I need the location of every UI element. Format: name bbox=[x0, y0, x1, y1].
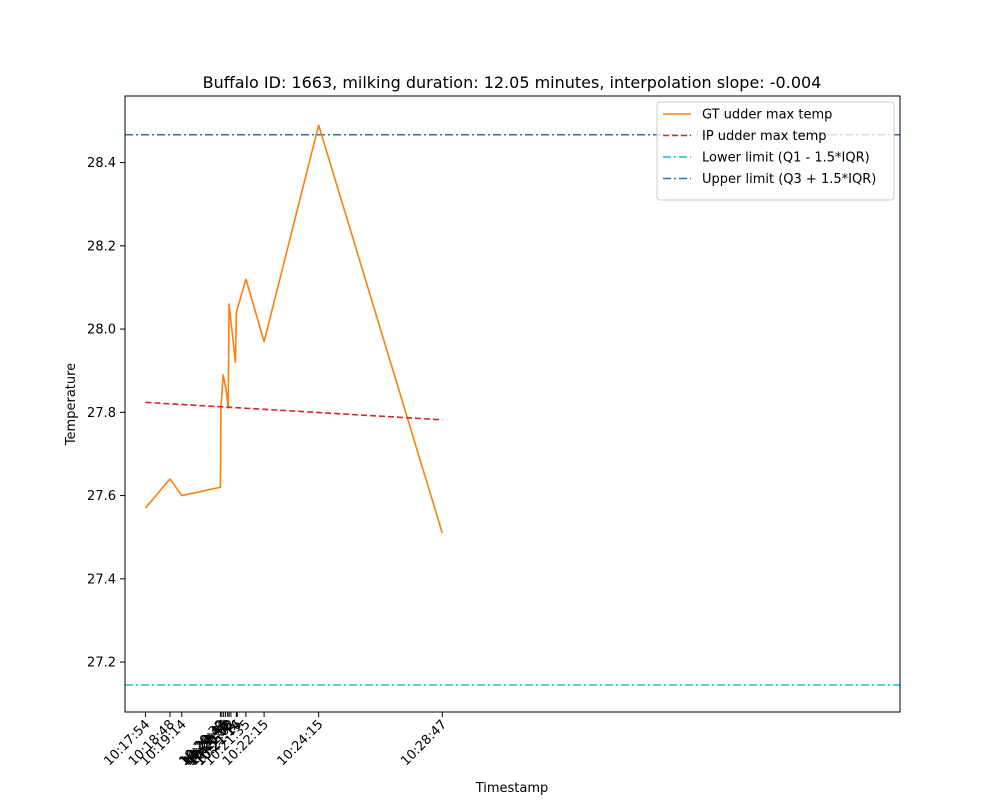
x-axis-label: Timestamp bbox=[475, 781, 549, 796]
x-tick-label: 10:24:15 bbox=[275, 717, 327, 769]
y-axis-label: Temperature bbox=[64, 363, 79, 446]
legend-entry-upper-limit-q3-1-5-iqr: Upper limit (Q3 + 1.5*IQR) bbox=[702, 172, 876, 187]
y-tick-label: 28.0 bbox=[87, 323, 116, 338]
y-tick-label: 27.4 bbox=[87, 572, 116, 587]
legend-entry-gt-udder-max-temp: GT udder max temp bbox=[702, 108, 832, 123]
chart-title: Buffalo ID: 1663, milking duration: 12.0… bbox=[203, 73, 822, 92]
legend: GT udder max temp IP udder max temp Lower … bbox=[656, 101, 895, 201]
legend-entry-ip-udder-max-temp: IP udder max temp bbox=[702, 129, 827, 144]
legend-box bbox=[656, 101, 895, 201]
series-line-ip-udder-max-temp bbox=[145, 401, 443, 421]
plot-frame bbox=[124, 95, 901, 713]
y-tick-label: 27.8 bbox=[87, 406, 116, 421]
series-line-gt-udder-max-temp bbox=[144, 124, 444, 534]
y-tick-label: 28.4 bbox=[87, 156, 116, 171]
y-tick-label: 28.2 bbox=[87, 239, 116, 254]
x-tick-label: 10:28:47 bbox=[398, 717, 450, 769]
y-tick-label: 27.6 bbox=[87, 489, 116, 504]
legend-entry-lower-limit-q1-1-5-iqr: Lower limit (Q1 - 1.5*IQR) bbox=[702, 151, 870, 166]
y-tick-label: 27.2 bbox=[87, 656, 116, 671]
